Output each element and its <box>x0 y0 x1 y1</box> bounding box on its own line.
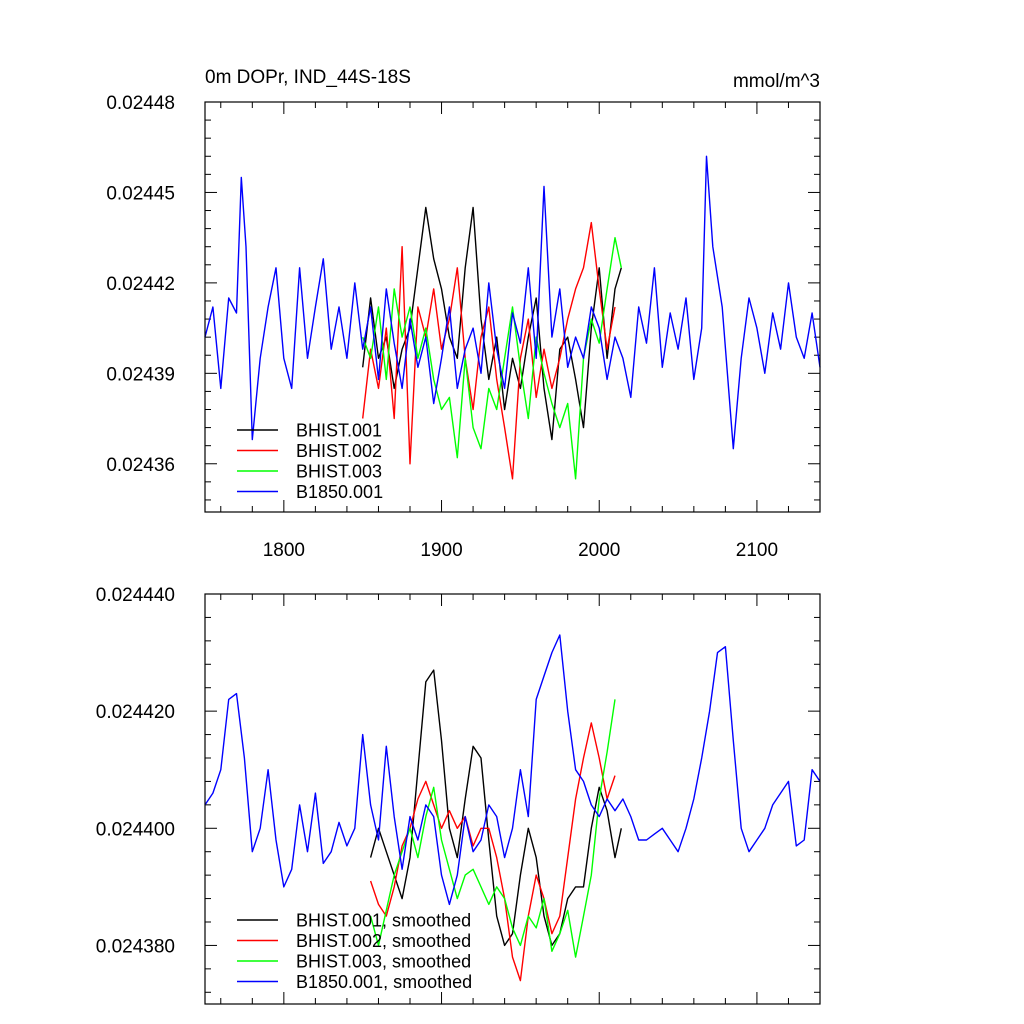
y-tick-label: 0.024380 <box>96 936 175 957</box>
series-line-bhist-002-smoothed <box>369 722 616 982</box>
legend-label: B1850.001 <box>296 482 383 502</box>
legend-label: BHIST.002 <box>296 441 382 461</box>
y-tick-label: 0.024420 <box>96 702 175 723</box>
series-line-bhist-001 <box>362 206 622 441</box>
y-tick-label: 0.02436 <box>106 455 175 476</box>
series-line-bhist-002 <box>362 221 616 480</box>
top-panel: 0m DOPr, IND_44S-18S mmol/m^3 0.02436 0.0… <box>106 67 821 561</box>
x-tick-label: 1900 <box>420 540 462 561</box>
legend-label: B1850.001, smoothed <box>296 972 472 992</box>
bottom-plot-frame <box>204 593 821 1005</box>
series-line-b1850-001-smoothed <box>204 634 821 906</box>
legend-label: BHIST.002, smoothed <box>296 931 471 951</box>
x-tick-label: 1800 <box>263 540 305 561</box>
y-tick-label: 0.02445 <box>106 183 175 204</box>
series-line-bhist-003 <box>362 236 622 480</box>
legend-label: BHIST.003, smoothed <box>296 952 471 972</box>
series-line-b1850-001 <box>204 155 821 450</box>
x-tick-label: 2000 <box>578 540 620 561</box>
y-tick-label: 0.02448 <box>106 93 175 114</box>
legend-label: BHIST.001 <box>296 421 382 441</box>
bottom-panel: 0.024380 0.024400 0.024420 0.024440 BHIST.0… <box>96 585 821 1005</box>
y-tick-label: 0.024440 <box>96 585 175 606</box>
x-tick-label: 2100 <box>736 540 778 561</box>
legend-label: BHIST.001, smoothed <box>296 911 471 931</box>
y-tick-label: 0.02442 <box>106 274 175 295</box>
y-tick-label: 0.024400 <box>96 819 175 840</box>
series-line-bhist-003-smoothed <box>369 699 616 958</box>
series-line-bhist-001-smoothed <box>369 669 622 947</box>
top-plot-frame <box>204 101 821 513</box>
chart-title: 0m DOPr, IND_44S-18S <box>205 67 411 88</box>
units-label: mmol/m^3 <box>733 71 820 92</box>
legend-label: BHIST.003 <box>296 462 382 482</box>
y-tick-label: 0.02439 <box>106 364 175 385</box>
